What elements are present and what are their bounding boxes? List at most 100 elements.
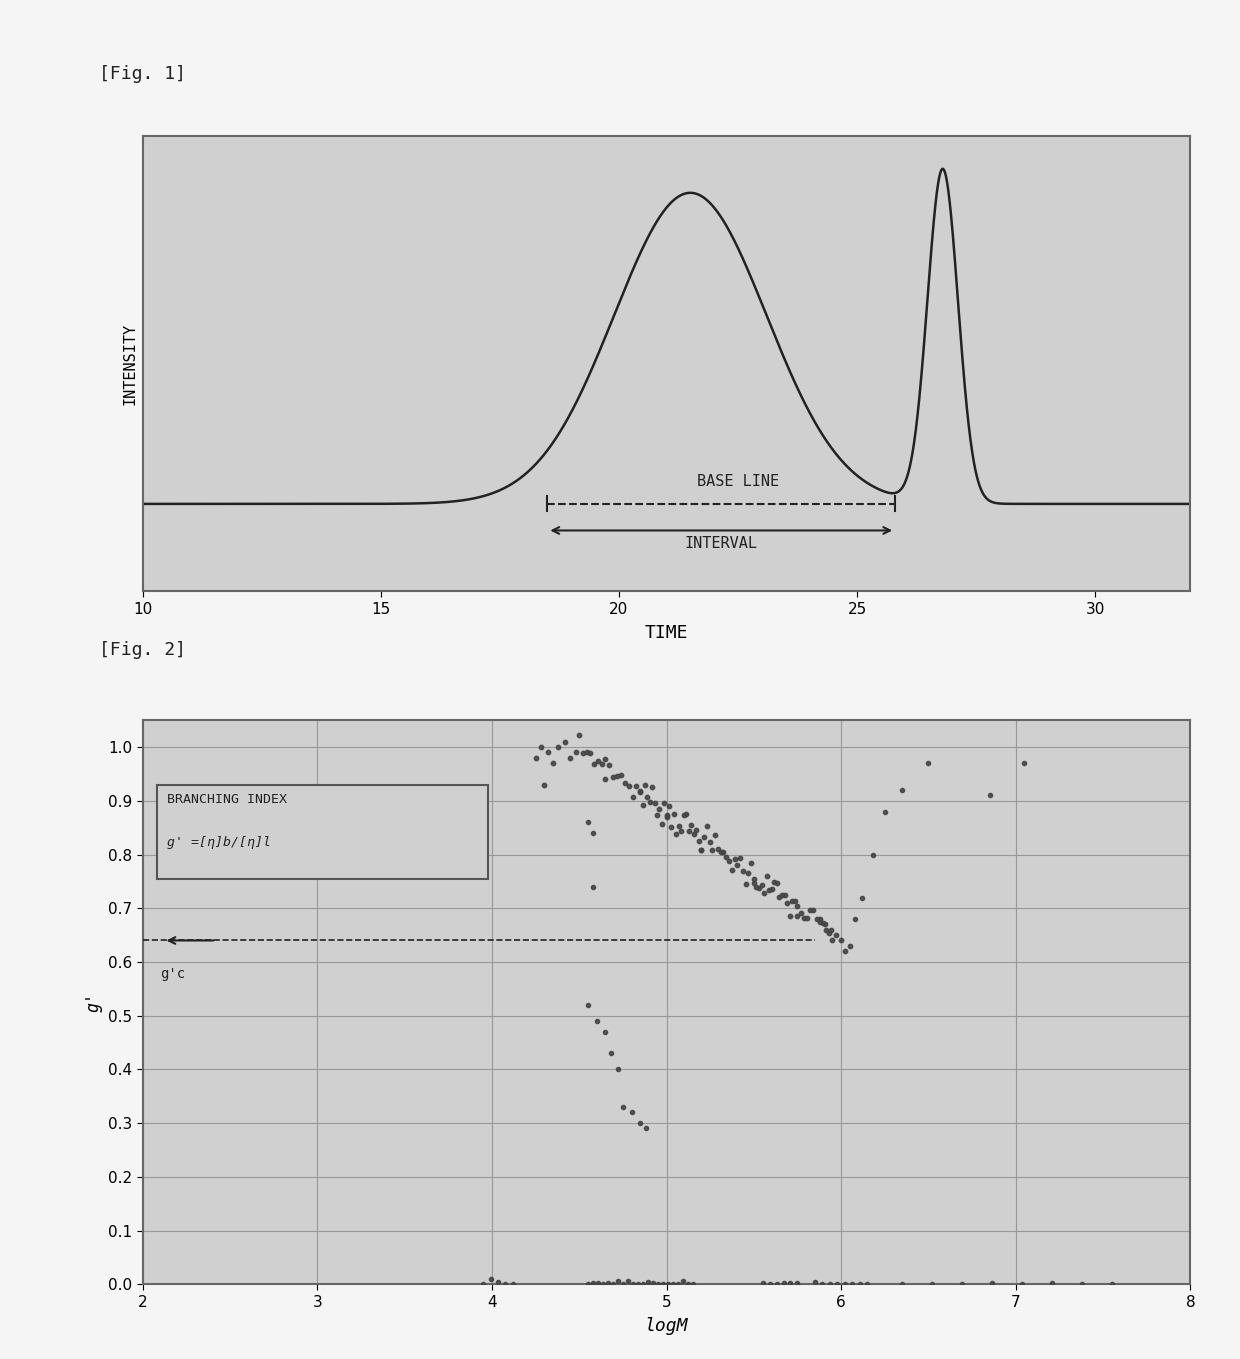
Point: [683, 1273, 703, 1295]
Point: [635, 773, 655, 795]
Point: [655, 792, 675, 814]
Point: [503, 1273, 523, 1295]
Point: [785, 890, 805, 912]
Point: [820, 1273, 839, 1295]
Point: [831, 930, 851, 951]
Point: [663, 1273, 683, 1295]
Point: [787, 1272, 807, 1294]
Point: [805, 1271, 825, 1292]
Point: [569, 724, 589, 746]
Point: [738, 863, 758, 885]
Point: [630, 1112, 650, 1133]
Text: INTERVAL: INTERVAL: [684, 537, 758, 552]
Point: [766, 1273, 786, 1295]
Point: [543, 753, 563, 775]
Point: [1102, 1273, 1122, 1295]
Point: [642, 1272, 662, 1294]
Point: [730, 848, 750, 870]
Point: [665, 803, 684, 825]
Point: [637, 1271, 657, 1292]
Point: [630, 781, 650, 803]
Point: [615, 772, 635, 794]
Point: [777, 892, 797, 913]
Point: [759, 879, 779, 901]
Point: [820, 923, 839, 945]
Point: [647, 1273, 667, 1295]
Point: [982, 1272, 1002, 1294]
Point: [857, 1273, 877, 1295]
Point: [565, 742, 585, 764]
Point: [816, 913, 836, 935]
Point: [952, 1273, 972, 1295]
Point: [642, 776, 662, 798]
Point: [893, 1273, 913, 1295]
Point: [632, 794, 652, 815]
Point: [658, 1273, 678, 1295]
Point: [893, 779, 913, 800]
Point: [744, 868, 764, 890]
Point: [768, 872, 787, 894]
Point: [756, 864, 776, 886]
Point: [591, 753, 611, 775]
Point: [598, 1272, 618, 1294]
Point: [1014, 753, 1034, 775]
Point: [556, 731, 575, 753]
Point: [687, 819, 707, 841]
Point: [782, 890, 802, 912]
Point: [660, 795, 680, 817]
Point: [780, 1272, 800, 1294]
Point: [640, 791, 660, 813]
Point: [675, 803, 694, 825]
Point: [822, 930, 842, 951]
Point: [760, 1273, 780, 1295]
Point: [835, 940, 854, 962]
Point: [754, 882, 774, 904]
Point: [593, 1273, 613, 1295]
Point: [583, 877, 603, 898]
Point: [600, 1042, 620, 1064]
Point: [680, 819, 699, 841]
Point: [599, 754, 619, 776]
Point: [708, 837, 728, 859]
Point: [753, 1272, 773, 1294]
Point: [794, 908, 813, 930]
Point: [749, 877, 769, 898]
Point: [849, 1273, 869, 1295]
Point: [1042, 1272, 1061, 1294]
Point: [806, 908, 826, 930]
Point: [852, 886, 872, 908]
Point: [761, 878, 781, 900]
Point: [826, 924, 846, 946]
Point: [713, 841, 733, 863]
Point: [595, 768, 615, 790]
Point: [711, 841, 730, 863]
Text: g' =[η]b/[η]l: g' =[η]b/[η]l: [167, 836, 272, 849]
Point: [717, 847, 737, 868]
Point: [746, 877, 766, 898]
Point: [733, 860, 753, 882]
Point: [474, 1273, 494, 1295]
Point: [770, 886, 790, 908]
Point: [652, 1273, 672, 1295]
Point: [645, 792, 665, 814]
Point: [684, 822, 704, 844]
Text: BRANCHING INDEX: BRANCHING INDEX: [167, 792, 286, 806]
Point: [489, 1272, 508, 1294]
Point: [481, 1268, 501, 1290]
Point: [657, 806, 677, 828]
X-axis label: TIME: TIME: [645, 624, 688, 641]
Point: [632, 1273, 652, 1295]
FancyBboxPatch shape: [156, 784, 489, 879]
Point: [608, 765, 627, 787]
Point: [622, 786, 642, 807]
Point: [816, 920, 836, 942]
Point: [821, 919, 841, 940]
Point: [787, 896, 807, 917]
Point: [810, 911, 830, 932]
Point: [919, 753, 939, 775]
Point: [751, 874, 771, 896]
Point: [583, 822, 603, 844]
Text: [Fig. 2]: [Fig. 2]: [99, 641, 186, 659]
Point: [668, 1273, 688, 1295]
Point: [626, 775, 646, 796]
